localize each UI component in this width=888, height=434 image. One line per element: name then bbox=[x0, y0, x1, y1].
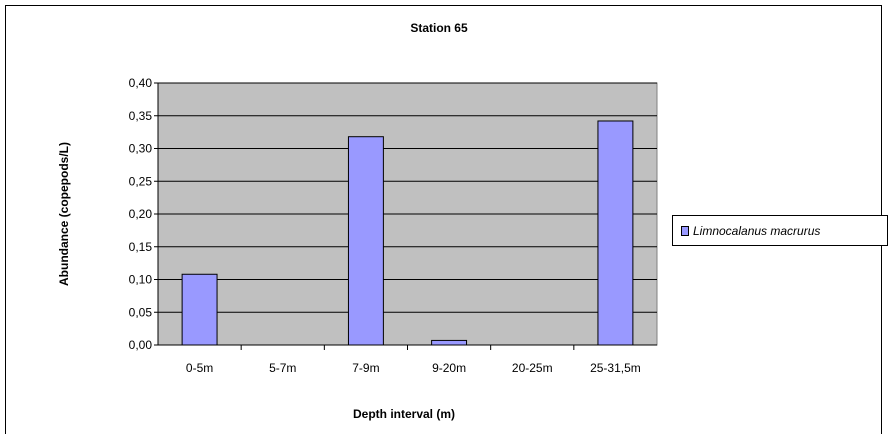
x-tick-label: 0-5m bbox=[186, 361, 213, 375]
x-tick-label: 5-7m bbox=[269, 361, 296, 375]
y-tick-label: 0,25 bbox=[129, 174, 153, 188]
x-tick-label: 7-9m bbox=[352, 361, 379, 375]
y-axis-title: Abundance (copepods/L) bbox=[57, 142, 71, 286]
bar bbox=[431, 339, 468, 346]
chart-title: Station 65 bbox=[410, 21, 468, 35]
y-tick-label: 0,30 bbox=[129, 142, 153, 156]
plot-area: 0,00 0,05 0,10 0,15 0,20 0,25 0,30 0,35 0,40 0-5m… bbox=[129, 76, 658, 375]
y-tick-label: 0,40 bbox=[129, 76, 153, 90]
bar bbox=[597, 120, 634, 346]
y-tick-label: 0,10 bbox=[129, 273, 153, 287]
legend: Limnocalanus macrurus bbox=[672, 215, 888, 246]
x-tick-label: 25-31,5m bbox=[590, 361, 641, 375]
y-tick-label: 0,20 bbox=[129, 207, 153, 221]
legend-label: Limnocalanus macrurus bbox=[693, 223, 821, 238]
y-tick-label: 0,15 bbox=[129, 240, 153, 254]
x-axis-title: Depth interval (m) bbox=[353, 407, 455, 421]
y-tick-label: 0,00 bbox=[129, 338, 153, 352]
bar bbox=[181, 273, 218, 346]
x-tick-label: 20-25m bbox=[512, 361, 553, 375]
y-tick-label: 0,05 bbox=[129, 305, 153, 319]
bar bbox=[347, 136, 384, 346]
x-tick-label: 9-20m bbox=[432, 361, 466, 375]
y-tick-label: 0,35 bbox=[129, 109, 153, 123]
legend-swatch bbox=[681, 225, 689, 236]
